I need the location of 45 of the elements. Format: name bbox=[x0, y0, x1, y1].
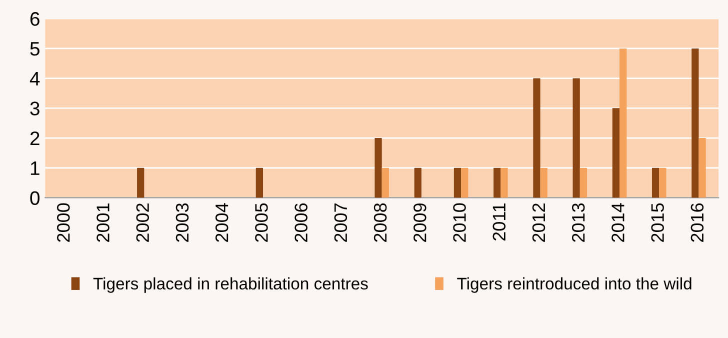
x-tick-label: 2000 bbox=[57, 203, 70, 242]
x-tick-label: 2001 bbox=[96, 203, 110, 242]
x-tick-label: 2002 bbox=[136, 203, 150, 242]
x-tick-label: 2005 bbox=[255, 203, 268, 242]
y-tick-label: 5 bbox=[30, 42, 40, 56]
bar bbox=[414, 168, 422, 198]
bar bbox=[461, 168, 468, 198]
x-tick-label: 2004 bbox=[215, 203, 228, 242]
y-tick-label: 2 bbox=[30, 131, 40, 146]
bar bbox=[612, 108, 620, 198]
x-tick-label: 2016 bbox=[690, 203, 704, 242]
x-tick-label: 2003 bbox=[176, 203, 189, 242]
bar bbox=[572, 78, 580, 198]
legend-label: Tigers reintroduced into the wild bbox=[457, 277, 692, 293]
bar bbox=[374, 138, 382, 198]
y-tick-label: 1 bbox=[30, 162, 40, 175]
x-tick-label: 2009 bbox=[414, 203, 426, 242]
x-tick-label: 2010 bbox=[453, 203, 466, 242]
bar bbox=[256, 168, 263, 198]
y-tick-label: 4 bbox=[30, 72, 40, 86]
bar bbox=[698, 138, 706, 198]
x-tick-label: 2008 bbox=[374, 203, 387, 242]
bar bbox=[659, 168, 666, 198]
bar bbox=[580, 168, 588, 198]
x-tick-label: 2013 bbox=[572, 203, 585, 242]
bar bbox=[533, 78, 540, 198]
bar bbox=[540, 168, 548, 198]
x-tick-label: 2006 bbox=[294, 203, 308, 242]
bar bbox=[382, 168, 389, 198]
x-tick-label: 2011 bbox=[492, 203, 506, 241]
y-tick-label: 6 bbox=[30, 12, 40, 26]
bar bbox=[652, 168, 660, 198]
bar bbox=[494, 168, 501, 198]
x-tick-label: 2007 bbox=[334, 203, 348, 242]
bar bbox=[692, 48, 699, 198]
y-tick-label: 3 bbox=[30, 102, 40, 116]
x-tick-label: 2015 bbox=[651, 203, 664, 242]
bar bbox=[620, 48, 627, 198]
legend-label: Tigers placed in rehabilitation centres bbox=[93, 277, 368, 293]
y-tick-label: 0 bbox=[30, 191, 40, 205]
bar bbox=[137, 168, 144, 198]
bar bbox=[500, 168, 508, 198]
x-tick-label: 2014 bbox=[612, 203, 624, 242]
bar bbox=[454, 168, 462, 198]
x-tick-label: 2012 bbox=[532, 203, 546, 242]
